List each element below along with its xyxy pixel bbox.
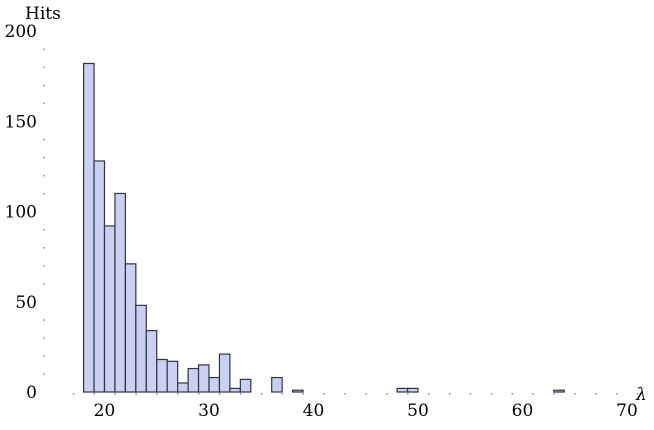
x-minor-tick bbox=[448, 393, 451, 395]
histogram-bar bbox=[292, 389, 304, 393]
x-minor-tick bbox=[511, 393, 514, 395]
histogram-bar bbox=[208, 376, 221, 393]
y-minor-tick bbox=[43, 192, 45, 195]
histogram-bar bbox=[271, 376, 283, 393]
y-tick-label: 100 bbox=[5, 203, 37, 223]
histogram-bar bbox=[135, 304, 147, 393]
histogram-bar bbox=[229, 387, 241, 393]
y-minor-tick bbox=[43, 48, 45, 51]
y-minor-tick bbox=[43, 355, 45, 357]
histogram-bar bbox=[239, 378, 252, 393]
histogram-bar bbox=[177, 382, 189, 393]
y-minor-tick bbox=[43, 247, 45, 249]
y-minor-tick bbox=[43, 102, 45, 105]
histogram-bar bbox=[553, 389, 565, 393]
x-minor-tick bbox=[636, 393, 639, 395]
y-minor-tick bbox=[43, 319, 45, 321]
histogram-bar bbox=[114, 192, 126, 393]
histogram-bar bbox=[396, 387, 409, 393]
y-minor-tick bbox=[43, 283, 45, 285]
x-minor-tick bbox=[260, 393, 263, 395]
y-minor-tick bbox=[43, 156, 45, 159]
histogram-bar bbox=[124, 263, 137, 393]
y-minor-tick bbox=[43, 174, 45, 177]
x-minor-tick bbox=[344, 393, 346, 395]
x-minor-tick bbox=[323, 393, 325, 395]
y-minor-tick bbox=[43, 265, 45, 267]
x-minor-tick bbox=[281, 393, 284, 395]
y-minor-tick bbox=[43, 138, 45, 141]
x-minor-tick bbox=[239, 393, 242, 395]
y-tick-labels: 0 50 100 150 200 bbox=[5, 22, 37, 403]
y-minor-tick bbox=[43, 229, 45, 231]
histogram-bar bbox=[156, 358, 168, 393]
x-tick-label: 30 bbox=[198, 401, 220, 421]
histogram-bar bbox=[145, 330, 158, 393]
x-minor-tick bbox=[365, 393, 367, 395]
histogram-bar bbox=[93, 160, 106, 393]
x-tick-label: 60 bbox=[512, 401, 534, 421]
x-minor-tick bbox=[218, 393, 221, 395]
y-minor-tick bbox=[43, 84, 45, 87]
minor-ticks bbox=[43, 48, 639, 395]
x-tick-labels: 20 30 40 50 60 70 bbox=[94, 401, 638, 421]
x-minor-tick bbox=[469, 393, 472, 395]
bars-group bbox=[82, 62, 565, 393]
y-minor-tick bbox=[43, 373, 45, 375]
x-minor-tick bbox=[72, 393, 75, 395]
x-minor-tick bbox=[156, 393, 158, 395]
x-minor-tick bbox=[407, 393, 409, 395]
x-tick-label: 20 bbox=[94, 401, 116, 421]
x-minor-tick bbox=[574, 393, 576, 395]
x-tick-label: 40 bbox=[303, 401, 325, 421]
x-minor-tick bbox=[595, 393, 597, 395]
histogram-bar bbox=[82, 62, 95, 393]
x-minor-tick bbox=[490, 393, 493, 395]
x-minor-tick bbox=[198, 393, 200, 395]
x-tick-label: 50 bbox=[407, 401, 429, 421]
histogram-bar bbox=[197, 364, 210, 393]
y-minor-tick bbox=[43, 337, 45, 339]
histogram-bar bbox=[103, 225, 116, 393]
x-minor-tick bbox=[114, 393, 116, 395]
x-minor-tick bbox=[553, 393, 555, 395]
x-minor-tick bbox=[616, 393, 618, 395]
x-minor-tick bbox=[427, 393, 430, 395]
y-tick-label: 50 bbox=[15, 293, 37, 313]
x-minor-tick bbox=[532, 393, 534, 395]
x-minor-tick bbox=[93, 393, 96, 395]
x-minor-tick bbox=[135, 393, 137, 395]
x-axis-title: λ bbox=[635, 385, 647, 405]
histogram-bar bbox=[187, 367, 200, 393]
x-minor-tick bbox=[302, 393, 305, 395]
x-tick-label: 70 bbox=[616, 401, 638, 421]
histogram-bar bbox=[166, 360, 179, 393]
y-tick-label: 0 bbox=[26, 383, 37, 403]
histogram-bar bbox=[406, 387, 419, 393]
x-minor-tick bbox=[386, 393, 388, 395]
y-minor-tick bbox=[43, 66, 45, 69]
histogram-bar bbox=[218, 353, 231, 393]
y-tick-label: 150 bbox=[5, 112, 37, 132]
y-tick-label: 200 bbox=[5, 22, 37, 42]
y-axis-title: Hits bbox=[25, 4, 61, 24]
x-minor-tick bbox=[177, 393, 179, 395]
